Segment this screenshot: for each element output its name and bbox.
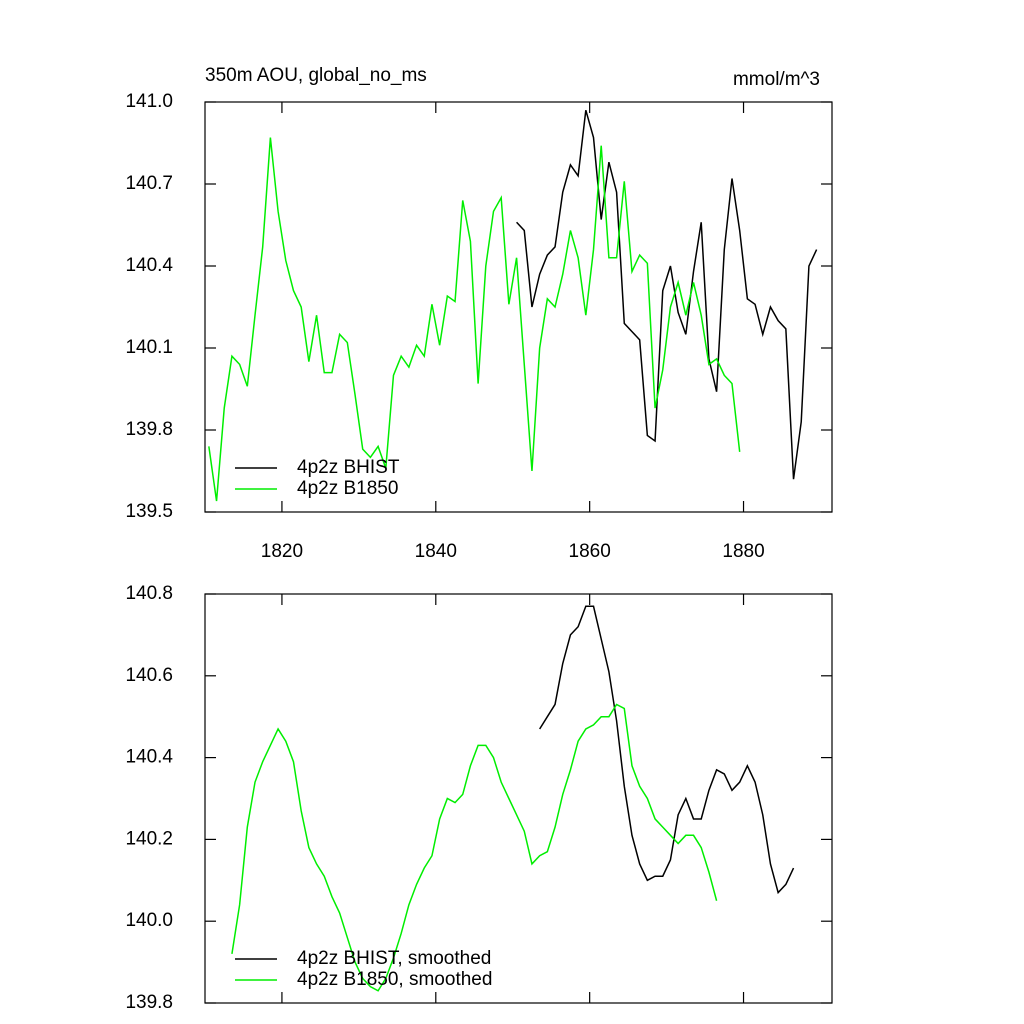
chart-title: 350m AOU, global_no_ms: [205, 65, 427, 86]
x-tick-label: 1880: [722, 541, 764, 562]
legend-label: 4p2z B1850: [297, 478, 398, 499]
plot-frame: [204, 593, 833, 1004]
legend-label: 4p2z BHIST: [297, 457, 400, 478]
y-tick-label: 140.4: [125, 747, 173, 768]
data-line: [539, 605, 795, 895]
y-tick-label: 141.0: [125, 91, 173, 112]
x-tick-label: 1840: [415, 541, 457, 562]
y-tick-label: 140.4: [125, 255, 173, 276]
data-line: [516, 109, 818, 480]
y-tick-label: 140.0: [125, 910, 173, 931]
y-tick-label: 139.5: [125, 501, 173, 522]
x-tick-label: 1860: [569, 541, 611, 562]
y-tick-label: 140.2: [125, 828, 173, 849]
legend-label: 4p2z B1850, smoothed: [297, 969, 492, 990]
y-tick-label: 139.8: [125, 419, 173, 440]
y-tick-label: 140.6: [125, 665, 173, 686]
plot-frame: [204, 101, 833, 513]
y-tick-label: 139.8: [125, 992, 173, 1013]
legend-label: 4p2z BHIST, smoothed: [297, 948, 491, 969]
y-tick-label: 140.8: [125, 583, 173, 604]
y-tick-label: 140.7: [125, 173, 173, 194]
data-line: [231, 703, 718, 992]
data-line: [208, 137, 741, 502]
y-tick-label: 140.1: [125, 337, 173, 358]
units-label: mmol/m^3: [733, 69, 820, 90]
x-tick-label: 1820: [261, 541, 303, 562]
